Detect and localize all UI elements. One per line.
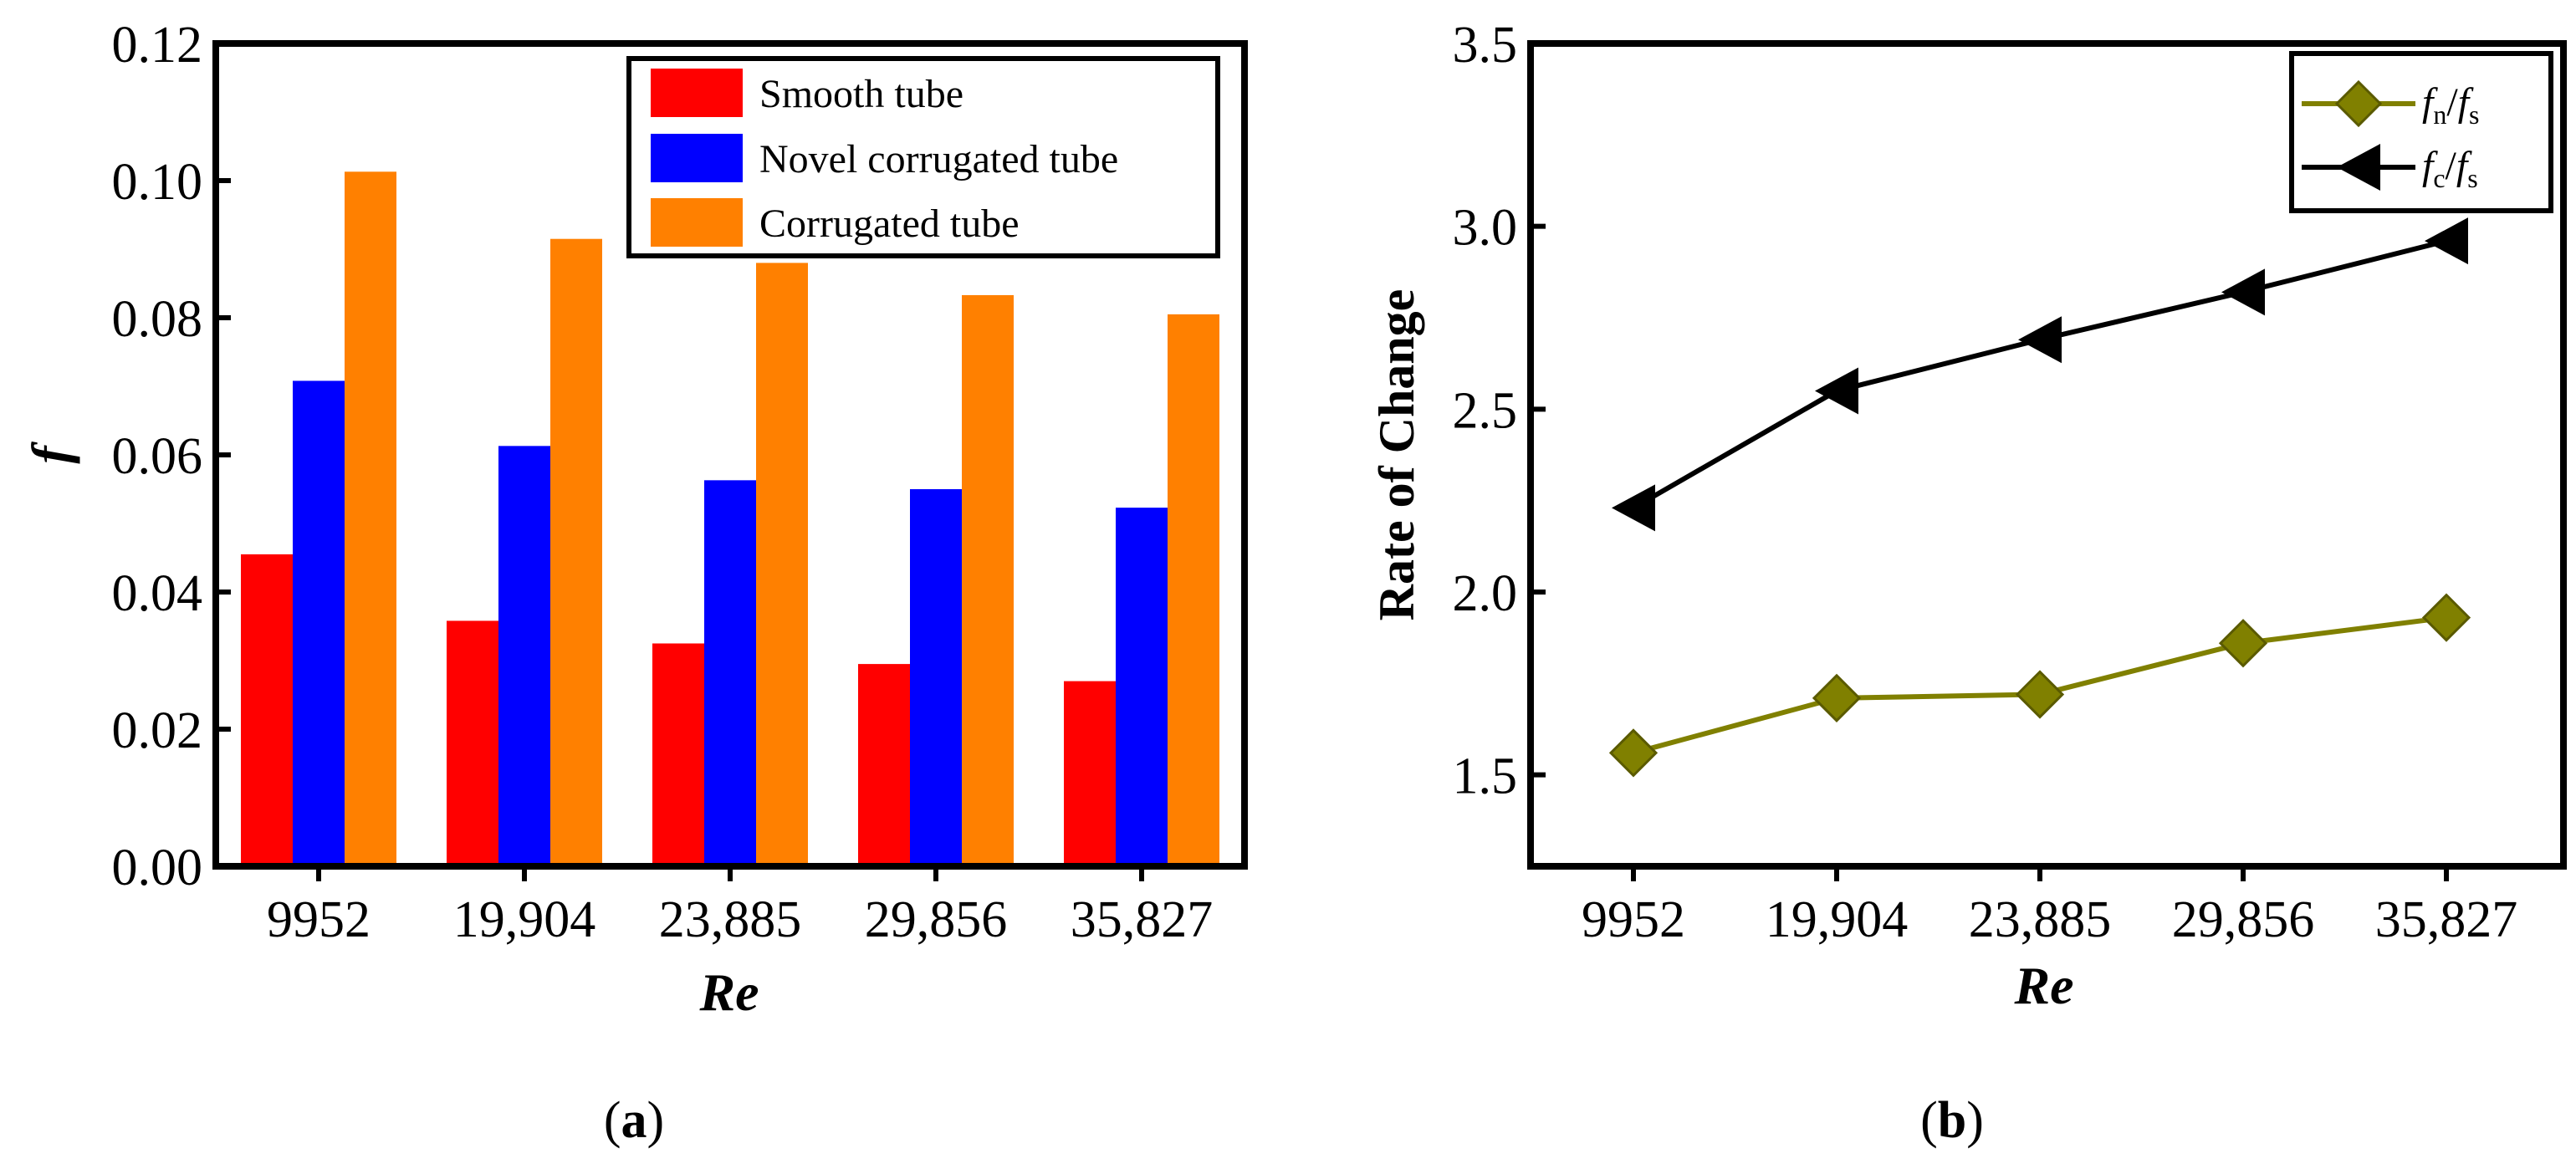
y-tick-label: 0.00 [112, 840, 203, 896]
x-tick-label: 19,904 [453, 891, 596, 948]
panel-b-x-ticks: 9952 19,904 23,885 29,856 35,827 [1582, 866, 2517, 948]
bar-smooth-tube-0 [241, 554, 293, 866]
series-line-fc [1632, 238, 2447, 511]
panel-a-caption-letter: a [621, 1092, 647, 1149]
x-tick-label: 19,904 [1766, 891, 1909, 948]
x-tick-label: 9952 [1582, 891, 1685, 948]
panel-a-x-ticks: 9952 19,904 23,885 29,856 35,827 [267, 866, 1213, 948]
panel-a-bar-chart: 0.00 0.02 0.04 0.06 0.08 0.10 0.12 9952 19,904 2… [21, 17, 1248, 1149]
y-tick-label: 0.10 [112, 154, 203, 211]
point-fn-4 [2421, 593, 2471, 642]
legend-fn-sep: / [2446, 80, 2458, 125]
panel-a-y-ticks: 0.00 0.02 0.04 0.06 0.08 0.10 0.12 [112, 17, 231, 896]
legend-swatch-novel-corrugated-tube [651, 134, 743, 182]
y-tick-label: 0.08 [112, 291, 203, 348]
point-fn-0 [1608, 728, 1659, 778]
panel-b-caption-suffix: ) [1966, 1092, 1984, 1149]
legend-label-smooth-tube: Smooth tube [759, 72, 963, 116]
panel-b-x-axis-title: Re [2013, 956, 2073, 1015]
bar-novel-corrugated-tube-1 [498, 446, 550, 866]
panel-b-series-markers [1608, 217, 2471, 778]
y-tick-label: 0.12 [112, 17, 203, 74]
x-tick-label: 35,827 [1071, 891, 1214, 948]
panel-a-legend: Smooth tube Novel corrugated tube Corrug… [626, 56, 1220, 258]
bar-novel-corrugated-tube-3 [910, 489, 962, 866]
panel-a-caption-suffix: ) [647, 1092, 665, 1149]
legend-swatch-corrugated-tube [651, 198, 743, 247]
panel-a-bars [241, 171, 1219, 867]
x-tick-label: 9952 [267, 891, 371, 948]
bar-smooth-tube-4 [1064, 681, 1116, 866]
panel-a-caption: (a) [604, 1092, 664, 1149]
x-tick-label: 23,885 [659, 891, 802, 948]
legend-fc-sub: c [2433, 163, 2445, 193]
y-tick-label: 0.06 [112, 428, 203, 485]
y-tick-label: 2.5 [1453, 382, 1518, 439]
panel-a-y-axis-title: f [21, 442, 80, 464]
bar-smooth-tube-2 [652, 643, 704, 866]
bar-novel-corrugated-tube-0 [293, 380, 345, 866]
x-tick-label: 35,827 [2375, 891, 2518, 948]
legend-fc-sep: / [2446, 144, 2457, 188]
panel-b-caption: (b) [1920, 1092, 1984, 1149]
legend-label-novel-corrugated-tube: Novel corrugated tube [759, 137, 1118, 181]
y-tick-label: 0.04 [112, 565, 203, 622]
y-tick-label: 2.0 [1453, 565, 1518, 622]
legend-swatch-smooth-tube [651, 69, 743, 117]
x-tick-label: 29,856 [2172, 891, 2315, 948]
bar-corrugated-tube-2 [756, 263, 808, 866]
bar-novel-corrugated-tube-2 [704, 480, 756, 866]
point-fc-3 [2221, 268, 2265, 316]
bar-corrugated-tube-3 [962, 294, 1014, 866]
bar-smooth-tube-1 [447, 620, 498, 866]
y-tick-label: 1.5 [1453, 748, 1518, 805]
point-fn-2 [2015, 670, 2065, 719]
panel-b-caption-letter: b [1938, 1092, 1966, 1149]
panel-b-plot-frame [1527, 40, 2567, 870]
bar-corrugated-tube-1 [550, 238, 602, 866]
legend-fn-sub2: s [2469, 100, 2479, 130]
point-fc-2 [2018, 316, 2062, 364]
panel-b-line-chart: 1.5 2.0 2.5 3.0 3.5 9952 19,904 23,885 29,856 35… [1369, 17, 2567, 1149]
panel-b-y-ticks: 1.5 2.0 2.5 3.0 3.5 [1453, 17, 1546, 805]
panel-a-x-axis-title: Re [698, 962, 759, 1022]
point-fc-1 [1815, 367, 1858, 415]
legend-marker-triangle-left [2337, 144, 2380, 191]
bar-corrugated-tube-0 [345, 171, 396, 867]
panel-b-legend-box [2289, 51, 2553, 213]
panel-a-caption-prefix: ( [604, 1092, 621, 1149]
point-fn-3 [2218, 619, 2268, 668]
bar-smooth-tube-3 [858, 664, 910, 866]
panel-b-y-axis-title: Rate of Change [1369, 289, 1424, 621]
point-fn-1 [1812, 673, 1862, 722]
point-fc-4 [2425, 217, 2468, 265]
y-tick-label: 3.5 [1453, 17, 1518, 74]
legend-label-corrugated-tube: Corrugated tube [759, 202, 1020, 246]
y-tick-label: 3.0 [1453, 200, 1518, 257]
y-tick-label: 0.02 [112, 702, 203, 759]
panel-b-legend: fn/fs fc/fs [2289, 51, 2553, 213]
x-tick-label: 23,885 [1969, 891, 2112, 948]
bar-corrugated-tube-4 [1168, 314, 1219, 866]
x-tick-label: 29,856 [865, 891, 1008, 948]
legend-marker-diamond [2334, 79, 2383, 128]
point-fc-0 [1612, 484, 1655, 532]
bar-novel-corrugated-tube-4 [1116, 508, 1168, 866]
legend-fn-sub: n [2433, 100, 2446, 130]
legend-fc-sub2: s [2467, 163, 2477, 193]
panel-b-caption-prefix: ( [1920, 1092, 1938, 1149]
